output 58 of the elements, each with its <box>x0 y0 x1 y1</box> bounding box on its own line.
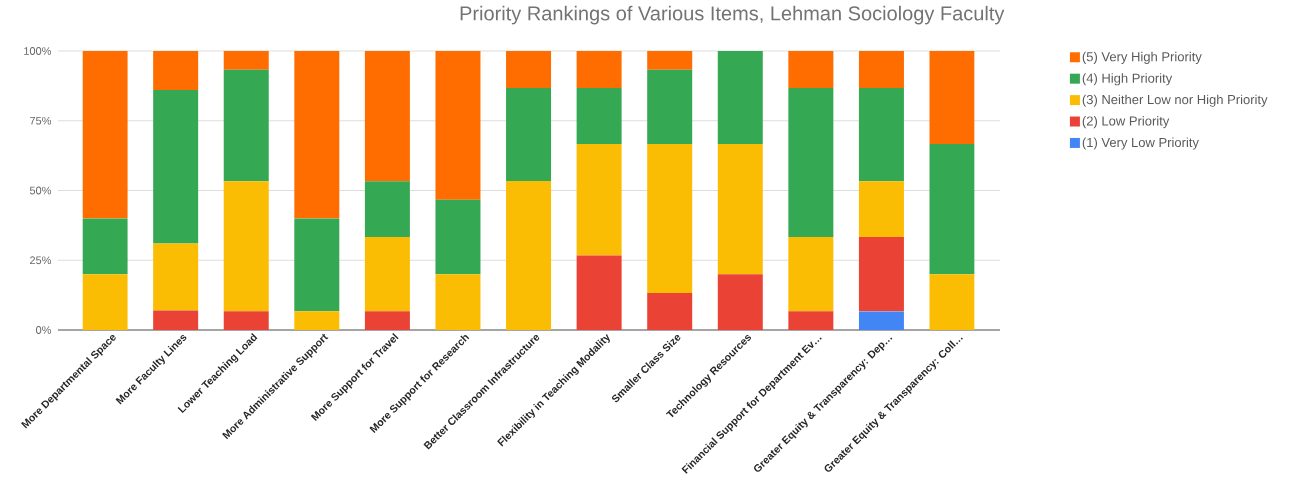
bar <box>788 237 834 312</box>
bar <box>364 311 410 330</box>
y-tick-label: 50% <box>29 186 52 195</box>
bar <box>647 292 693 330</box>
legend-label: (4) High Priority <box>1082 73 1173 86</box>
bar <box>294 311 340 330</box>
legend-label: (5) Very High Priority <box>1082 51 1202 64</box>
legend-label: (2) Low Priority <box>1082 116 1170 129</box>
bar <box>153 51 199 91</box>
bar <box>435 51 481 200</box>
bar <box>82 274 128 330</box>
bar <box>858 51 904 89</box>
bar <box>647 69 693 144</box>
bar <box>223 69 269 182</box>
bar <box>435 199 481 275</box>
bar <box>576 255 622 330</box>
y-tick-label: 75% <box>30 116 52 125</box>
bar <box>82 218 128 275</box>
bar <box>364 51 410 182</box>
bar <box>223 181 269 312</box>
bar <box>929 143 975 275</box>
bar <box>506 51 552 89</box>
bar <box>576 51 622 89</box>
bar <box>506 88 552 182</box>
bar <box>717 143 763 275</box>
bar <box>294 51 340 219</box>
chart-title: Priority Rankings of Various Items, Lehman Sociology Faculty <box>460 5 1005 25</box>
legend-label: (1) Very Low Priority <box>1082 137 1199 150</box>
y-tick-label: 0% <box>36 326 52 334</box>
bar <box>858 88 904 182</box>
bar <box>153 310 199 330</box>
bar <box>717 51 763 144</box>
bar <box>788 51 834 89</box>
bar <box>576 143 622 256</box>
bar <box>788 88 834 238</box>
bar <box>435 274 481 330</box>
bar <box>223 311 269 330</box>
bar <box>858 311 904 330</box>
y-tick-label: 25% <box>30 256 52 265</box>
bar <box>153 90 199 244</box>
legend-label: (3) Neither Low nor High Priority <box>1082 94 1268 107</box>
bar <box>506 181 552 330</box>
bar <box>153 243 199 311</box>
bar <box>647 143 693 293</box>
bar <box>858 181 904 238</box>
bar <box>364 237 410 312</box>
bar <box>929 51 975 144</box>
bar <box>647 51 693 70</box>
bar <box>929 274 975 330</box>
bar <box>82 51 128 219</box>
bar <box>717 274 763 330</box>
y-tick-label: 100% <box>24 47 52 55</box>
bar <box>576 88 622 144</box>
bar <box>364 181 410 238</box>
bar <box>788 311 834 330</box>
bar <box>223 51 269 70</box>
bar <box>294 218 340 312</box>
bar <box>858 237 904 312</box>
